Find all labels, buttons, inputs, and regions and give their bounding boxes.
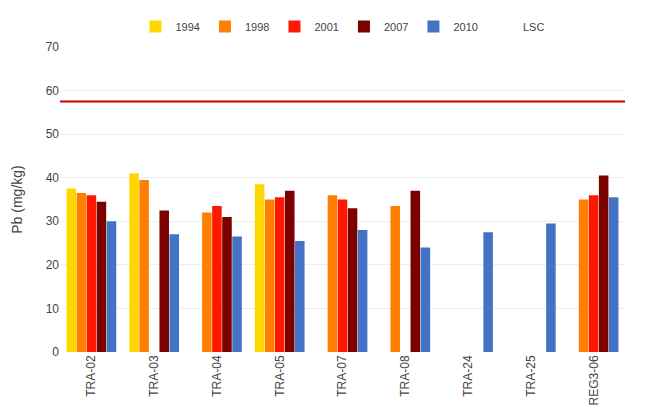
svg-text:REG3-06: REG3-06 [587, 355, 601, 405]
svg-text:2001: 2001 [314, 21, 338, 33]
svg-text:40: 40 [46, 171, 60, 185]
svg-text:1994: 1994 [176, 21, 200, 33]
svg-text:30: 30 [46, 214, 60, 228]
svg-text:0: 0 [52, 345, 59, 359]
svg-text:2010: 2010 [453, 21, 477, 33]
svg-text:TRA-24: TRA-24 [461, 355, 475, 397]
svg-text:1998: 1998 [245, 21, 269, 33]
svg-text:10: 10 [46, 302, 60, 316]
svg-text:TRA-05: TRA-05 [273, 355, 287, 397]
svg-text:70: 70 [46, 40, 60, 54]
svg-text:50: 50 [46, 127, 60, 141]
svg-text:2007: 2007 [384, 21, 408, 33]
svg-text:60: 60 [46, 84, 60, 98]
svg-text:TRA-02: TRA-02 [84, 355, 98, 397]
svg-text:TRA-04: TRA-04 [210, 355, 224, 397]
svg-text:TRA-08: TRA-08 [398, 355, 412, 397]
svg-text:TRA-07: TRA-07 [335, 355, 349, 397]
svg-text:20: 20 [46, 258, 60, 272]
svg-text:Pb (mg/kg): Pb (mg/kg) [9, 165, 25, 233]
svg-text:TRA-25: TRA-25 [524, 355, 538, 397]
svg-text:TRA-03: TRA-03 [147, 355, 161, 397]
svg-text:LSC: LSC [523, 21, 544, 33]
